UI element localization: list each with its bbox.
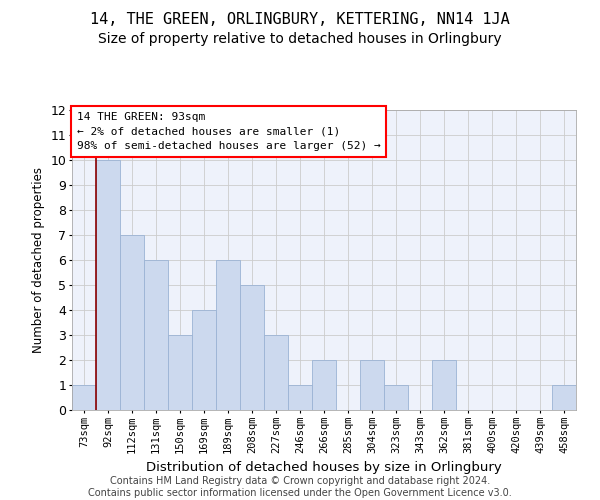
Bar <box>384 385 408 410</box>
Bar <box>432 360 456 410</box>
Bar <box>264 335 288 410</box>
Bar <box>192 310 216 410</box>
Text: 14 THE GREEN: 93sqm
← 2% of detached houses are smaller (1)
98% of semi-detached: 14 THE GREEN: 93sqm ← 2% of detached hou… <box>77 112 381 151</box>
Text: 14, THE GREEN, ORLINGBURY, KETTERING, NN14 1JA: 14, THE GREEN, ORLINGBURY, KETTERING, NN… <box>90 12 510 28</box>
Bar <box>168 335 192 410</box>
Bar <box>144 260 168 410</box>
X-axis label: Distribution of detached houses by size in Orlingbury: Distribution of detached houses by size … <box>146 462 502 474</box>
Bar <box>552 385 576 410</box>
Bar <box>288 385 312 410</box>
Text: Size of property relative to detached houses in Orlingbury: Size of property relative to detached ho… <box>98 32 502 46</box>
Bar <box>72 385 96 410</box>
Text: Contains HM Land Registry data © Crown copyright and database right 2024.
Contai: Contains HM Land Registry data © Crown c… <box>88 476 512 498</box>
Bar <box>120 235 144 410</box>
Y-axis label: Number of detached properties: Number of detached properties <box>32 167 45 353</box>
Bar <box>312 360 336 410</box>
Bar <box>216 260 240 410</box>
Bar <box>360 360 384 410</box>
Bar <box>240 285 264 410</box>
Bar <box>96 160 120 410</box>
